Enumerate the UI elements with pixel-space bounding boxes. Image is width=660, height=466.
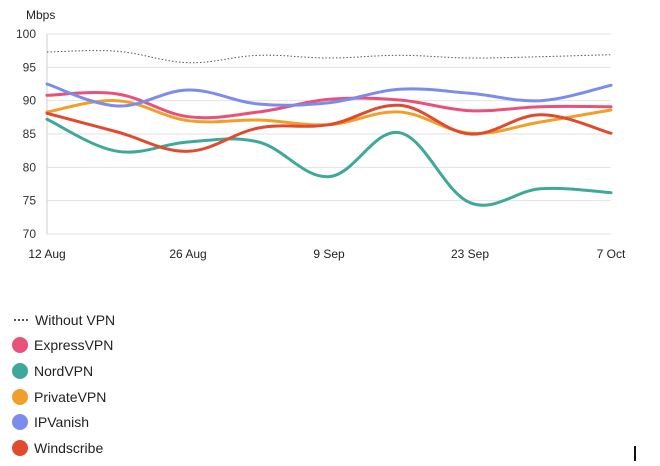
legend: Without VPN ExpressVPN NordVPN PrivateVP… [12,307,115,461]
legend-label: ExpressVPN [34,337,114,354]
x-tick-labels: 12 Aug 26 Aug 9 Sep 23 Sep 7 Oct [28,247,626,261]
legend-item-nordvpn[interactable]: NordVPN [12,358,115,384]
color-swatch [12,414,28,431]
y-tick-label: 70 [23,227,37,241]
series-lines [45,50,613,207]
color-swatch [12,362,28,379]
gridlines [46,33,611,235]
x-tick-label: 12 Aug [28,247,65,261]
y-axis-label: Mbps [26,8,55,22]
y-tick-label: 85 [23,127,37,141]
color-swatch [12,388,28,405]
legend-item-privatevpn[interactable]: PrivateVPN [12,384,115,410]
x-tick-label: 26 Aug [169,247,206,261]
series-line-ipvanish [45,82,613,108]
legend-item-ipvanish[interactable]: IPVanish [12,409,115,435]
series-line-nordvpn [45,117,613,207]
series-line-expressvpn [45,91,613,120]
color-swatch [12,337,28,354]
dotted-line-swatch [14,318,28,321]
legend-label: PrivateVPN [34,388,107,405]
y-tick-label: 95 [23,60,37,74]
line-chart: Mbps 100 95 90 85 80 75 70 12 Aug 26 Aug 9 Sep 23… [16,8,626,261]
color-swatch [12,439,28,456]
legend-label: NordVPN [34,362,94,379]
y-tick-labels: 100 95 90 85 80 75 70 [16,27,36,241]
legend-label: Windscribe [34,439,104,456]
x-tick-label: 9 Sep [313,247,345,261]
text-cursor-icon [634,446,636,461]
y-tick-label: 80 [23,160,37,174]
legend-item-expressvpn[interactable]: ExpressVPN [12,333,115,359]
x-tick-label: 7 Oct [597,247,626,261]
legend-item-windscribe[interactable]: Windscribe [12,435,115,461]
y-tick-label: 100 [16,27,36,41]
series-line-without-vpn [46,50,612,64]
legend-label: Without VPN [35,311,116,328]
legend-label: IPVanish [34,414,89,431]
legend-item-without-vpn[interactable]: Without VPN [12,307,115,333]
y-tick-label: 75 [23,194,37,208]
y-tick-label: 90 [23,94,37,108]
series-line-windscribe [45,103,613,153]
x-tick-label: 23 Sep [451,247,489,261]
